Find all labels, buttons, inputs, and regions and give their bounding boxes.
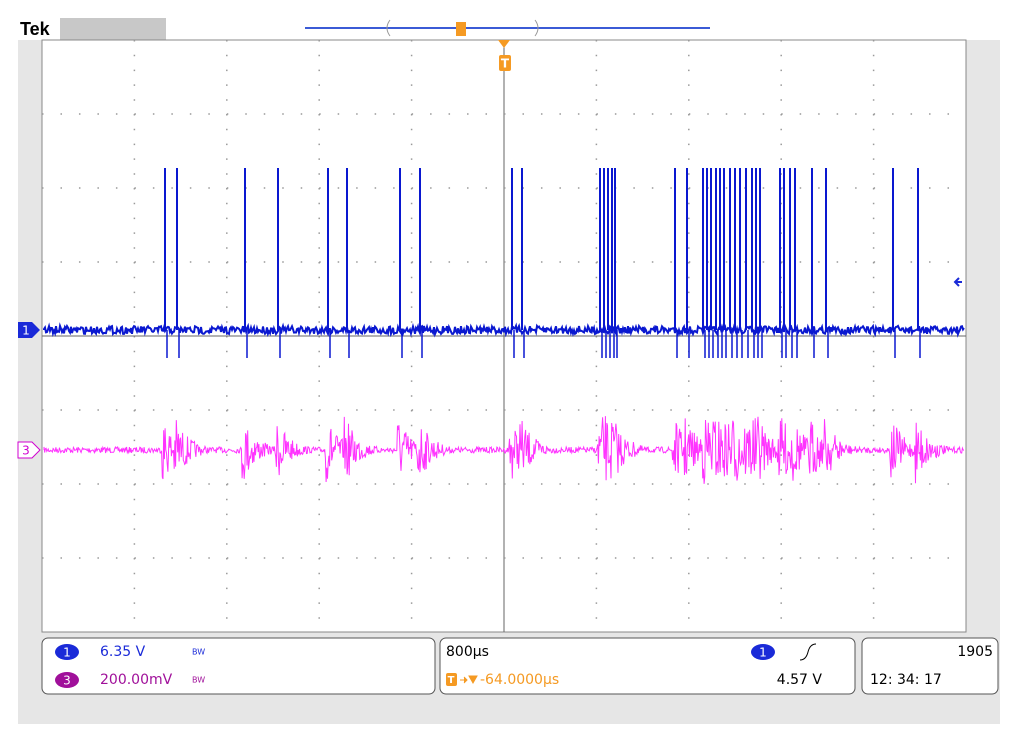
trigger-position: -64.0000µs [480,672,559,688]
ch1-badge-label: 1 [63,646,71,660]
status-box [861,637,999,695]
clock: 12: 34: 17 [870,672,942,688]
record-trigger [456,22,466,36]
trigger-channel: 1 [759,646,767,660]
trigger-pointer [498,40,510,48]
top-bar-gray [60,18,166,40]
channel-readout-box [41,637,436,695]
ch3-bw: BW [192,676,205,685]
ch1-bw: BW [192,648,205,657]
trigger-marker: T [501,57,510,71]
timebase-trigger-marker: T [448,675,455,686]
ch1-scale: 6.35 V [100,644,146,660]
waveforms [43,168,965,484]
ch1-marker-label: 1 [22,324,30,338]
trigger-ch-badge [751,644,775,660]
trigger-badge [499,55,511,71]
brand: Tek [20,19,51,39]
ch3-badge-label: 3 [63,674,71,688]
timebase-scale: 800µs [446,644,489,660]
ch3-marker-label: 3 [22,444,30,458]
ch1-badge [55,644,79,660]
trigger-level-arrow [953,277,962,287]
ch3-marker [17,441,41,459]
record-bracket [386,19,539,37]
delay-arrow [460,675,478,685]
ch1-marker [18,322,40,338]
ch1-trace [43,322,965,338]
record-count: 1905 [957,644,993,660]
ch3-badge [55,672,79,688]
ch3-scale: 200.00mV [100,672,173,688]
timebase-trigger-badge [446,673,457,686]
trigger-level: 4.57 V [777,672,823,688]
trigger-slope [799,643,817,661]
ch3-trace [43,416,965,484]
